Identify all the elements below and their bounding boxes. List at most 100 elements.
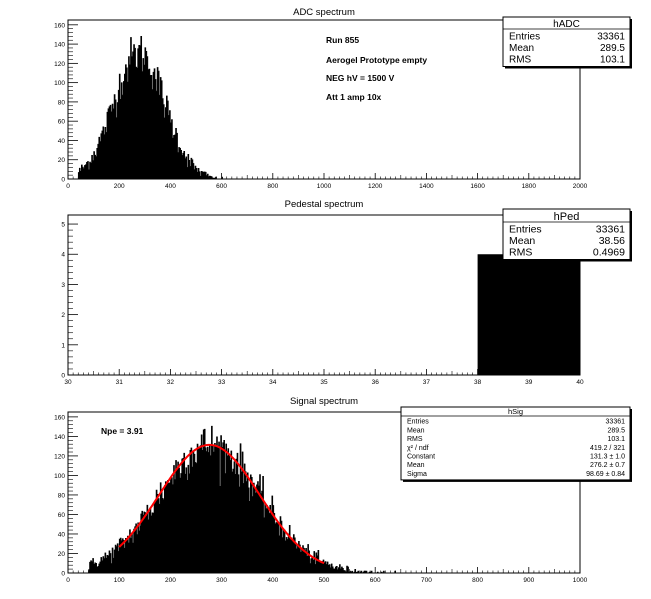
- x-tick-label: 33: [218, 379, 226, 386]
- x-tick-label: 200: [165, 577, 176, 584]
- stats-row-label: Mean: [509, 43, 534, 54]
- x-tick-label: 600: [370, 577, 381, 584]
- stats-row-value: 33361: [596, 224, 625, 236]
- stats-box-hSig: hSig Entries 33361 Mean 289.5 RMS 103.1 χ² / nd…: [400, 406, 632, 482]
- stats-row-label: Sigma: [407, 471, 427, 478]
- x-tick-label: 36: [372, 379, 380, 386]
- stats-box-frame: [400, 406, 631, 481]
- x-tick-label: 31: [116, 379, 124, 386]
- x-tick-label: 1200: [368, 183, 383, 190]
- y-tick-label: 2: [61, 312, 65, 319]
- x-tick-label: 1600: [470, 183, 485, 190]
- y-tick-label: 1: [61, 342, 65, 349]
- y-tick-label: 120: [54, 453, 65, 460]
- stats-row-label: Entries: [509, 32, 540, 43]
- y-tick-label: 140: [54, 434, 65, 441]
- y-tick-label: 20: [58, 551, 66, 558]
- x-tick-label: 800: [472, 577, 483, 584]
- stats-row-label: Constant: [407, 454, 435, 461]
- x-tick-label: 300: [216, 577, 227, 584]
- x-tick-label: 600: [216, 183, 227, 190]
- y-tick-label: 100: [54, 473, 65, 480]
- x-tick-label: 1000: [317, 183, 332, 190]
- npe-label: Npe = 3.91: [101, 426, 144, 436]
- gaus-fit-curve: [118, 443, 325, 565]
- stats-row-value: 289.5: [600, 43, 625, 54]
- stats-box-frame: [502, 16, 631, 67]
- stats-box-hADC: hADC Entries 33361 Mean 289.5 RMS 103.1: [502, 16, 632, 69]
- stats-row-label: Entries: [407, 419, 429, 426]
- stats-row-value: 38.56: [599, 235, 625, 247]
- stats-row-label: RMS: [509, 55, 532, 66]
- y-tick-label: 160: [54, 22, 65, 29]
- y-tick-label: 3: [61, 282, 65, 289]
- stats-row-value: 289.5: [607, 427, 625, 434]
- y-tick-label: 40: [58, 138, 66, 145]
- stats-box-name: hADC: [553, 19, 580, 30]
- y-tick-label: 4: [61, 252, 65, 259]
- histogram-bars: [77, 35, 273, 180]
- x-tick-label: 40: [576, 379, 584, 386]
- chart-title: Signal spectrum: [290, 396, 358, 407]
- y-tick-label: 140: [54, 42, 65, 49]
- x-tick-label: 400: [267, 577, 278, 584]
- y-tick-label: 0: [61, 177, 65, 184]
- x-tick-label: 34: [269, 379, 277, 386]
- y-tick-label: 60: [58, 512, 66, 519]
- y-tick-label: 0: [61, 373, 65, 380]
- stats-row-value: 33361: [606, 419, 626, 426]
- x-tick-label: 500: [319, 577, 330, 584]
- chart-title: Pedestal spectrum: [285, 199, 364, 210]
- stats-box-frame: [502, 208, 631, 260]
- stats-row-value: 0.4969: [593, 247, 625, 259]
- x-tick-label: 700: [421, 577, 432, 584]
- y-tick-label: 80: [58, 99, 66, 106]
- y-tick-label: 120: [54, 61, 65, 68]
- stats-box-name: hSig: [508, 407, 523, 416]
- x-tick-label: 1000: [573, 577, 588, 584]
- stats-row-label: RMS: [407, 436, 423, 443]
- stats-row-value: 98.69 ± 0.84: [586, 471, 625, 478]
- stats-box-name: hPed: [554, 211, 580, 223]
- x-tick-label: 39: [525, 379, 533, 386]
- stats-row-value: 33361: [597, 32, 625, 43]
- x-tick-label: 400: [165, 183, 176, 190]
- stats-row-value: 419.2 / 321: [590, 445, 625, 452]
- x-tick-label: 1800: [522, 183, 537, 190]
- y-tick-label: 5: [61, 222, 65, 229]
- y-tick-label: 60: [58, 119, 66, 126]
- stats-row-label: RMS: [509, 247, 532, 259]
- x-tick-label: 0: [66, 577, 70, 584]
- x-tick-label: 100: [114, 577, 125, 584]
- x-tick-label: 2000: [573, 183, 588, 190]
- x-tick-label: 0: [66, 183, 70, 190]
- chart-title: ADC spectrum: [293, 7, 355, 18]
- y-tick-label: 0: [61, 571, 65, 578]
- x-tick-label: 32: [167, 379, 175, 386]
- stats-row-value: 103.1: [607, 436, 625, 443]
- stats-row-label: χ² / ndf: [407, 445, 429, 452]
- histogram-bar-1: [477, 254, 580, 375]
- y-tick-label: 100: [54, 80, 65, 87]
- stats-row-label: Mean: [509, 235, 535, 247]
- stats-box-hPed: hPed Entries 33361 Mean 38.56 RMS 0.4969: [502, 208, 632, 262]
- x-tick-label: 900: [523, 577, 534, 584]
- x-tick-label: 800: [267, 183, 278, 190]
- annotation-text: Aerogel Prototype empty: [326, 55, 427, 65]
- y-tick-label: 80: [58, 492, 66, 499]
- x-tick-label: 1400: [419, 183, 434, 190]
- x-tick-label: 38: [474, 379, 482, 386]
- stats-row-label: Mean: [407, 462, 425, 469]
- stats-row-label: Entries: [509, 224, 542, 236]
- y-tick-label: 160: [54, 414, 65, 421]
- x-tick-label: 37: [423, 379, 431, 386]
- x-tick-label: 35: [320, 379, 328, 386]
- y-tick-label: 20: [58, 157, 66, 164]
- annotation-text: Run 855: [326, 35, 359, 45]
- x-tick-label: 30: [64, 379, 72, 386]
- annotation-text: Att 1 amp 10x: [326, 92, 382, 102]
- stats-row-value: 131.3 ± 1.0: [590, 454, 625, 461]
